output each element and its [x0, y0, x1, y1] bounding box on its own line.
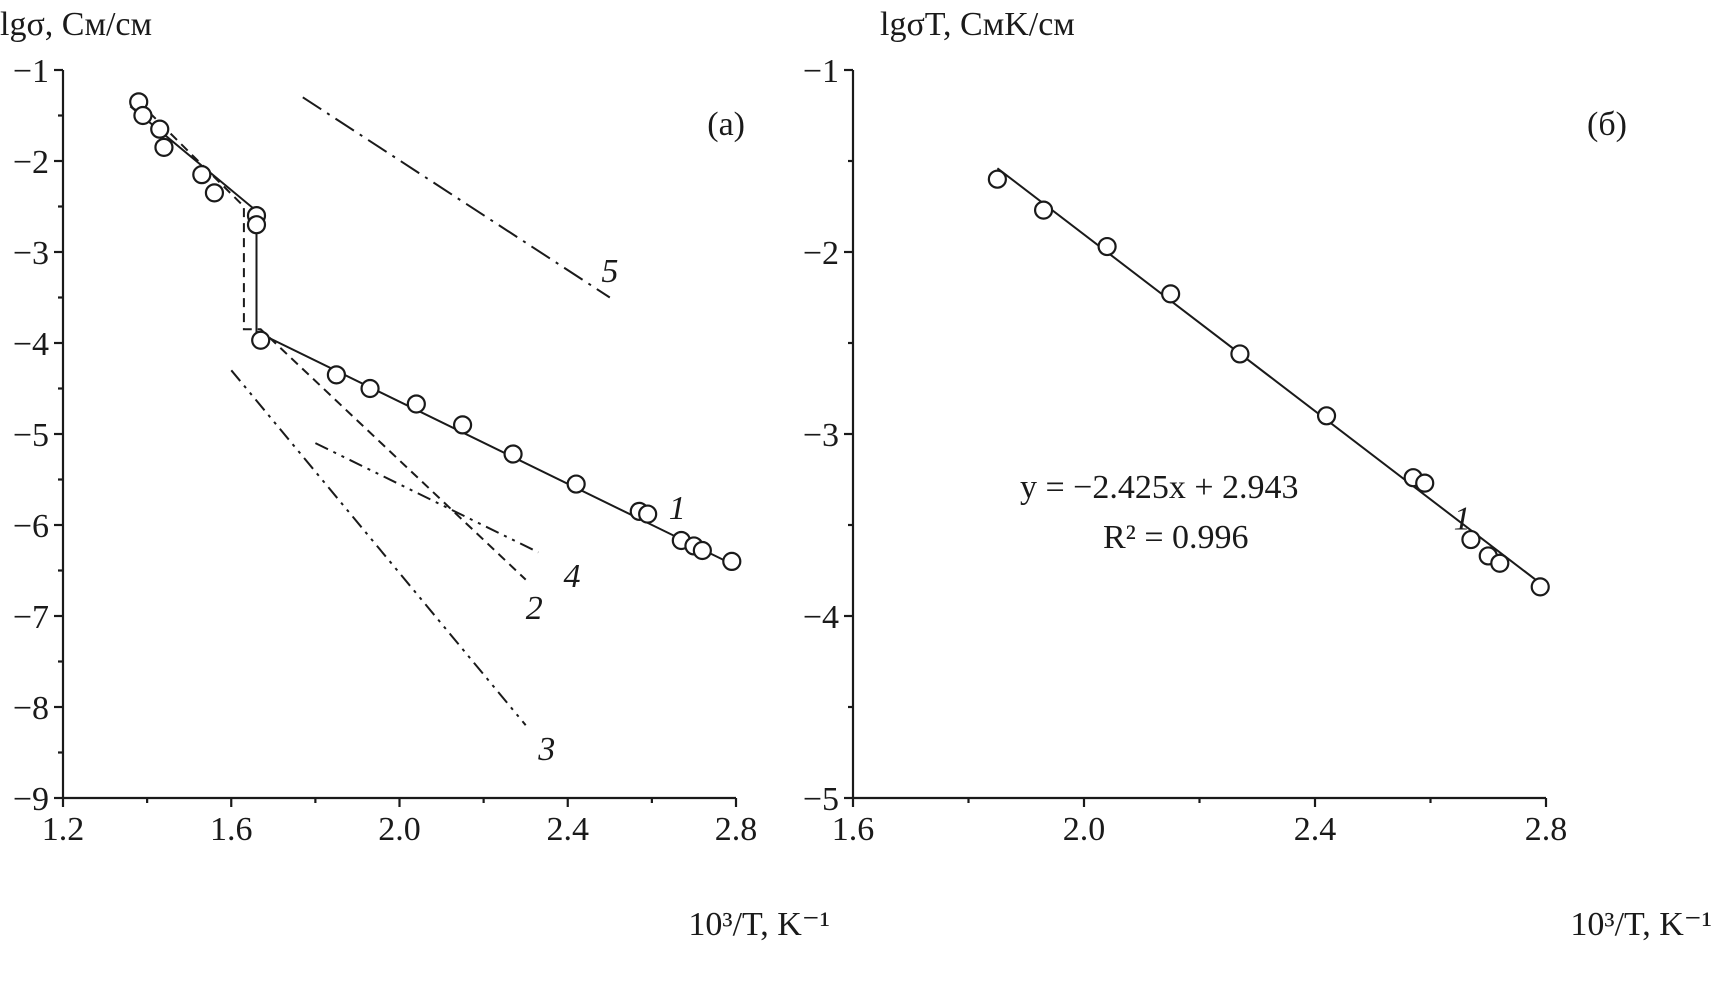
y-tick-label: −5 [803, 781, 839, 818]
y-tick-label: −8 [13, 690, 49, 727]
data-point [1033, 200, 1054, 220]
series-line-3 [230, 369, 527, 726]
panel-label-b: (б) [1587, 106, 1627, 143]
data-point [251, 330, 271, 350]
r-squared: R² = 0.996 [1103, 519, 1249, 556]
y-tick-label: −1 [803, 53, 839, 90]
data-point [1415, 473, 1435, 493]
chart-panel-a: −1−2−3−4−5−6−7−8−91.2 1.6 2.0 2.4 2.8 12345 … [0, 6, 830, 943]
data-points-b [987, 169, 1550, 597]
x-tick-label: 1.2 [42, 811, 85, 848]
axes-a: −1 −2 −3 −4 −5 −6 −7 −8 −91.2 1.6 2.0 2.4 2.8 [13, 53, 757, 848]
y-tick-label: −7 [13, 599, 49, 636]
data-points-a [129, 92, 742, 572]
y-tick-label: −6 [13, 508, 49, 545]
y-tick-label: −3 [13, 235, 49, 272]
data-point [192, 165, 212, 185]
data-point [204, 183, 225, 203]
data-point [1316, 406, 1337, 426]
y-tick-label: −4 [803, 599, 839, 636]
axes-b: −1 −2 −3 −4 −51.6 2.0 2.4 2.8 [803, 53, 1567, 848]
data-point [360, 378, 380, 399]
data-point [692, 540, 712, 561]
data-point [722, 551, 742, 572]
data-point [987, 169, 1007, 189]
y-tick-label: −4 [13, 326, 49, 363]
x-tick-label: 2.8 [1525, 811, 1568, 848]
x-tick-label: 1.6 [210, 811, 253, 848]
curve-label-1: 1 [1454, 501, 1471, 538]
data-point [326, 365, 347, 385]
curve-labels-a: 1 2 3 4 5 [526, 253, 686, 768]
curve-labels-b: 1 [1454, 501, 1471, 538]
y-axis-title-a: lgσ, См/см [0, 6, 152, 43]
curve-label-1: 1 [669, 490, 686, 527]
y-tick-label: −3 [803, 417, 839, 454]
y-tick-label: −2 [803, 235, 839, 272]
panel-label-a: (а) [707, 106, 745, 143]
data-point [246, 215, 267, 235]
data-point [1530, 577, 1550, 597]
data-point [406, 394, 426, 414]
data-point [1461, 529, 1481, 550]
y-tick-label: −5 [13, 417, 49, 454]
y-tick-label: −2 [13, 144, 49, 181]
curve-label-2: 2 [526, 590, 543, 627]
data-point [566, 474, 586, 494]
x-tick-label: 2.8 [715, 811, 758, 848]
data-point [452, 415, 473, 435]
y-axis-title-b: lgσT, СмK/см [880, 6, 1075, 43]
data-point [150, 119, 170, 139]
x-tick-label: 2.0 [378, 811, 421, 848]
series-line-4 [314, 442, 539, 554]
data-point [1161, 284, 1181, 304]
series-line-1 [129, 105, 737, 567]
x-tick-label: 2.4 [547, 811, 590, 848]
regression-equation: y = −2.425x + 2.943 [1020, 469, 1299, 506]
data-point [154, 137, 174, 157]
curve-label-4: 4 [564, 558, 581, 595]
y-tick-label: −1 [13, 53, 49, 90]
x-tick-label: 1.6 [832, 811, 875, 848]
series-line-5 [302, 96, 611, 299]
series-lines-b [996, 167, 1541, 584]
data-point [638, 504, 658, 524]
x-axis-title-b: 10³/T, K⁻¹ [1570, 906, 1712, 943]
chart-panel-b: −1 −2 −3 −4 −51.6 2.0 2.4 2.8 1 lgσT, СмK/см 10… [803, 6, 1712, 943]
y-tick-label: −9 [13, 781, 49, 818]
curve-label-5: 5 [601, 253, 618, 290]
x-tick-label: 2.0 [1063, 811, 1106, 848]
series-line-1 [996, 167, 1541, 584]
curve-label-3: 3 [537, 731, 555, 768]
data-point [1490, 553, 1510, 573]
data-point [1097, 236, 1117, 257]
x-tick-label: 2.4 [1294, 811, 1337, 848]
x-axis-title-a: 10³/T, K⁻¹ [688, 906, 830, 943]
data-point [1230, 344, 1250, 364]
data-point [503, 444, 523, 464]
data-point [133, 105, 153, 126]
